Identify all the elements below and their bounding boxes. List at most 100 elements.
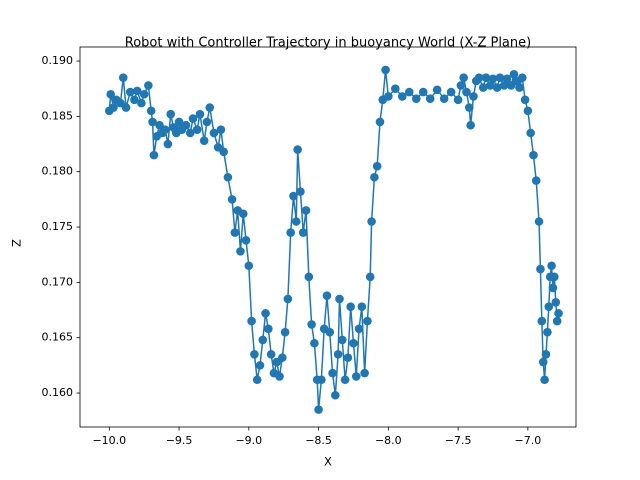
marker [488, 74, 498, 84]
marker [349, 338, 358, 348]
x-tick-label: −9.0 [235, 434, 262, 447]
marker [289, 191, 298, 201]
marker [499, 81, 509, 90]
marker [534, 217, 544, 226]
marker [160, 125, 170, 134]
marker [264, 324, 273, 334]
marker [515, 83, 524, 92]
marker [357, 302, 367, 312]
marker [293, 145, 302, 154]
marker [227, 195, 237, 204]
marker [250, 349, 259, 359]
marker [307, 320, 316, 329]
marker [317, 375, 326, 385]
marker [464, 103, 474, 112]
marker [304, 272, 314, 282]
marker [432, 85, 442, 95]
marker [121, 103, 131, 112]
marker [130, 95, 139, 105]
marker [280, 327, 290, 337]
marker [544, 302, 554, 312]
marker [216, 125, 226, 134]
x-axis-label: X [324, 455, 332, 469]
marker [509, 70, 519, 79]
marker [538, 357, 548, 367]
y-axis-label: Z [10, 239, 24, 247]
marker [205, 103, 215, 112]
marker [340, 375, 350, 385]
marker [291, 217, 301, 226]
marker [333, 349, 343, 359]
marker [252, 375, 262, 385]
marker [144, 81, 153, 90]
marker [219, 147, 229, 157]
marker [266, 349, 276, 359]
chart-title: Robot with Controller Trajectory in buoy… [125, 36, 531, 51]
x-tick-label: −8.0 [375, 434, 402, 447]
marker [258, 335, 268, 345]
marker [418, 87, 428, 97]
marker [554, 309, 563, 318]
marker [548, 283, 558, 293]
x-tick-label: −7.5 [445, 434, 472, 447]
marker [372, 161, 382, 171]
marker [261, 309, 270, 318]
marker [301, 206, 311, 215]
marker [146, 106, 156, 116]
x-tick-label: −9.5 [166, 434, 193, 447]
marker [209, 128, 219, 138]
marker [375, 117, 385, 127]
marker [459, 73, 468, 82]
marker [547, 261, 556, 271]
marker [446, 87, 456, 97]
marker [529, 150, 538, 160]
marker [550, 272, 559, 282]
marker [230, 228, 240, 237]
marker [397, 92, 407, 101]
marker [310, 338, 319, 348]
marker [132, 86, 142, 96]
marker [149, 150, 159, 160]
y-tick-label: 0.160 [42, 386, 74, 399]
marker [244, 261, 254, 271]
marker [404, 87, 414, 97]
x-tick-label: −10.0 [92, 434, 126, 447]
marker [192, 125, 202, 134]
marker [363, 316, 372, 326]
marker [166, 109, 175, 119]
marker [325, 327, 335, 337]
marker [360, 368, 369, 378]
marker [181, 120, 191, 130]
marker [163, 139, 173, 149]
marker [241, 236, 251, 245]
marker [236, 247, 245, 256]
marker [541, 349, 551, 359]
marker [247, 316, 256, 326]
x-tick-label: −7.0 [515, 434, 542, 447]
marker [335, 294, 344, 304]
marker [495, 73, 505, 82]
marker [439, 94, 449, 103]
marker [552, 316, 562, 326]
marker [137, 98, 146, 108]
marker [485, 81, 495, 90]
marker [354, 324, 364, 334]
marker [286, 228, 295, 237]
marker [540, 375, 549, 385]
marker [238, 209, 248, 219]
marker [481, 73, 491, 82]
marker [411, 94, 421, 103]
marker [328, 368, 337, 378]
marker [551, 297, 561, 307]
marker [351, 372, 361, 381]
marker [174, 117, 184, 127]
marker [188, 114, 198, 123]
marker [520, 95, 530, 105]
axes-frame [79, 46, 577, 428]
marker [185, 128, 195, 138]
marker [125, 87, 135, 97]
marker [223, 172, 233, 182]
marker [296, 187, 305, 196]
y-tick-label: 0.180 [42, 165, 74, 178]
marker [537, 316, 547, 326]
